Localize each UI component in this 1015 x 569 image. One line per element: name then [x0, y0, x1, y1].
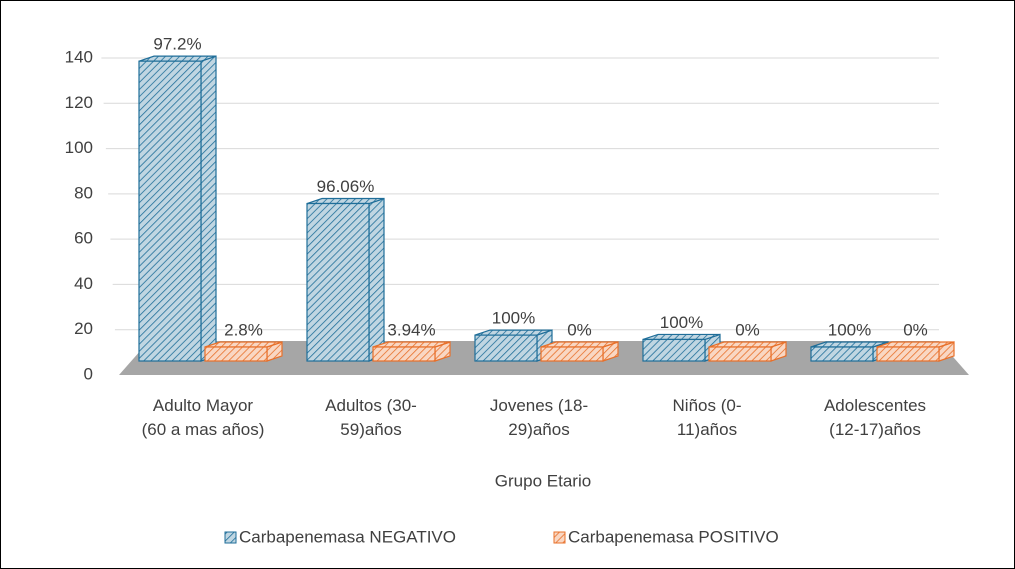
data-label: 97.2% — [153, 35, 201, 54]
y-tick-label: 100 — [65, 138, 93, 157]
data-label: 3.94% — [387, 320, 435, 339]
bar-front — [876, 346, 940, 362]
bar-top — [138, 55, 217, 62]
bar-top — [372, 341, 451, 348]
bar — [708, 341, 787, 362]
bar-side — [200, 55, 217, 362]
x-tick-label: Adulto Mayor (60 a mas años) — [141, 396, 265, 439]
bar-top — [306, 197, 385, 205]
bar-top — [810, 341, 889, 348]
data-label: 100% — [828, 320, 871, 339]
legend-swatch — [224, 531, 237, 544]
y-tick-label: 0 — [84, 364, 93, 383]
bar-top — [876, 341, 955, 348]
legend-swatch — [553, 531, 566, 544]
y-tick-label: 120 — [65, 93, 93, 112]
bar-top — [474, 329, 553, 336]
bar — [876, 341, 955, 362]
data-label: 100% — [660, 313, 703, 332]
x-tick-label: Jovenes (18- 29)años — [489, 396, 589, 439]
bar — [372, 341, 451, 362]
bar — [204, 341, 283, 362]
bar-top — [540, 341, 619, 348]
bar-front — [306, 202, 370, 362]
y-tick-label: 20 — [74, 319, 93, 338]
x-tick-label: Niños (0- 11)años — [672, 396, 742, 439]
bar-top — [642, 333, 721, 341]
y-tick-label: 140 — [65, 47, 93, 66]
bar-top — [708, 341, 787, 348]
bar-front — [708, 346, 772, 362]
bar-front — [204, 346, 268, 362]
bar-front — [372, 346, 436, 362]
bar — [138, 55, 217, 362]
bar-front — [138, 60, 202, 362]
bar — [540, 341, 619, 362]
x-tick-label: Adolescentes (12-17)años — [823, 396, 927, 439]
data-label: 0% — [567, 320, 592, 339]
y-tick-label: 80 — [74, 183, 93, 202]
x-tick-label: Adultos (30- 59)años — [325, 396, 417, 439]
bar — [474, 329, 553, 362]
bar-front — [474, 334, 538, 362]
bar-side — [368, 197, 385, 362]
bar-top — [204, 341, 283, 348]
y-tick-label: 40 — [74, 274, 93, 293]
data-label: 96.06% — [317, 177, 375, 196]
legend-label: Carbapenemasa NEGATIVO — [239, 527, 456, 546]
x-axis-title: Grupo Etario — [495, 471, 591, 490]
y-tick-label: 60 — [74, 229, 93, 248]
bar — [306, 197, 385, 362]
legend-label: Carbapenemasa POSITIVO — [568, 527, 779, 546]
data-label: 0% — [735, 320, 760, 339]
data-label: 100% — [492, 309, 535, 328]
data-label: 2.8% — [224, 320, 263, 339]
bar-front — [540, 346, 604, 362]
bar-front — [810, 346, 874, 362]
bar-front — [642, 338, 706, 362]
data-label: 0% — [903, 320, 928, 339]
